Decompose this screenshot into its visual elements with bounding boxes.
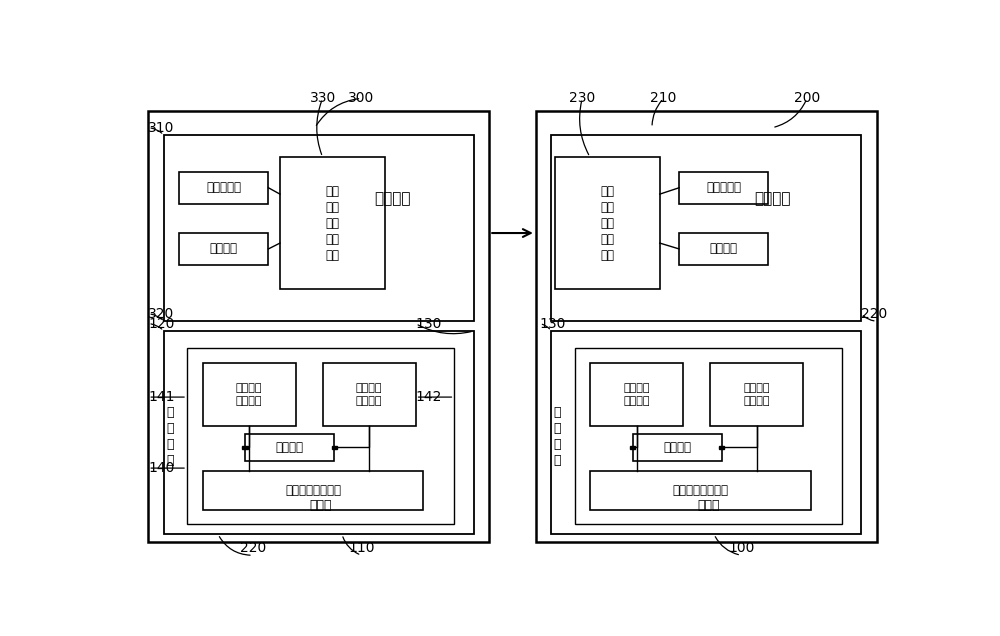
- Text: 141: 141: [148, 390, 175, 404]
- Text: 音频信号切换单元: 音频信号切换单元: [285, 483, 341, 497]
- Bar: [536, 111, 877, 542]
- Text: 230: 230: [569, 92, 595, 106]
- Bar: [164, 135, 474, 321]
- Bar: [551, 331, 861, 534]
- Text: 第一无线
传输单元: 第一无线 传输单元: [236, 384, 262, 406]
- Text: 300: 300: [348, 92, 374, 106]
- Text: 第二
音频
信号
处理
单元: 第二 音频 信号 处理 单元: [325, 184, 339, 262]
- Text: 处
理
模
块: 处 理 模 块: [554, 406, 561, 467]
- Text: 主机设备: 主机设备: [754, 191, 790, 206]
- Text: 100: 100: [728, 541, 754, 555]
- Bar: [574, 348, 842, 525]
- Text: 330: 330: [310, 92, 336, 106]
- Text: 200: 200: [794, 92, 820, 106]
- Text: 第一麥克风: 第一麥克风: [706, 181, 741, 194]
- Text: 处理器: 处理器: [697, 499, 719, 512]
- Text: 120: 120: [148, 317, 175, 331]
- Text: 第二无线
传输单元: 第二无线 传输单元: [743, 384, 770, 406]
- Text: 第二麥克风: 第二麥克风: [206, 181, 241, 194]
- Bar: [323, 363, 416, 427]
- Bar: [242, 446, 248, 449]
- Text: 音频信号切换单元: 音频信号切换单元: [672, 483, 728, 497]
- Text: 320: 320: [148, 307, 175, 321]
- Text: 处
理
模
块: 处 理 模 块: [166, 406, 174, 467]
- Text: 140: 140: [148, 461, 175, 475]
- Bar: [202, 363, 296, 427]
- Text: 按键单元: 按键单元: [663, 441, 691, 453]
- Text: 130: 130: [416, 317, 442, 331]
- Text: 210: 210: [650, 92, 677, 106]
- Bar: [679, 233, 768, 265]
- Bar: [202, 471, 423, 509]
- Text: 第二喉叭: 第二喉叭: [210, 242, 238, 256]
- Bar: [630, 446, 635, 449]
- Text: 处理器: 处理器: [309, 499, 332, 512]
- Text: 第一
音频
信号
处理
单元: 第一 音频 信号 处理 单元: [600, 184, 614, 262]
- Bar: [679, 172, 768, 204]
- Bar: [187, 348, 454, 525]
- Text: 142: 142: [416, 390, 442, 404]
- Text: 130: 130: [540, 317, 566, 331]
- Bar: [245, 434, 334, 460]
- Bar: [590, 471, 811, 509]
- Bar: [551, 135, 861, 321]
- Text: 第一喉叭: 第一喉叭: [710, 242, 738, 256]
- Bar: [590, 363, 683, 427]
- Text: 按键单元: 按键单元: [276, 441, 304, 453]
- Bar: [280, 157, 385, 289]
- Bar: [719, 446, 724, 449]
- Bar: [555, 157, 660, 289]
- Bar: [332, 446, 337, 449]
- Text: 310: 310: [148, 121, 175, 135]
- Text: 第一无线
传输单元: 第一无线 传输单元: [623, 384, 650, 406]
- Bar: [710, 363, 803, 427]
- Bar: [148, 111, 489, 542]
- Text: 110: 110: [348, 541, 375, 555]
- Text: 第二无线
传输单元: 第二无线 传输单元: [356, 384, 382, 406]
- Bar: [164, 331, 474, 534]
- Bar: [633, 434, 722, 460]
- Bar: [179, 233, 268, 265]
- Text: 220: 220: [240, 541, 266, 555]
- Text: 220: 220: [861, 307, 888, 321]
- Bar: [179, 172, 268, 204]
- Text: 副机设备: 副机设备: [374, 191, 411, 206]
